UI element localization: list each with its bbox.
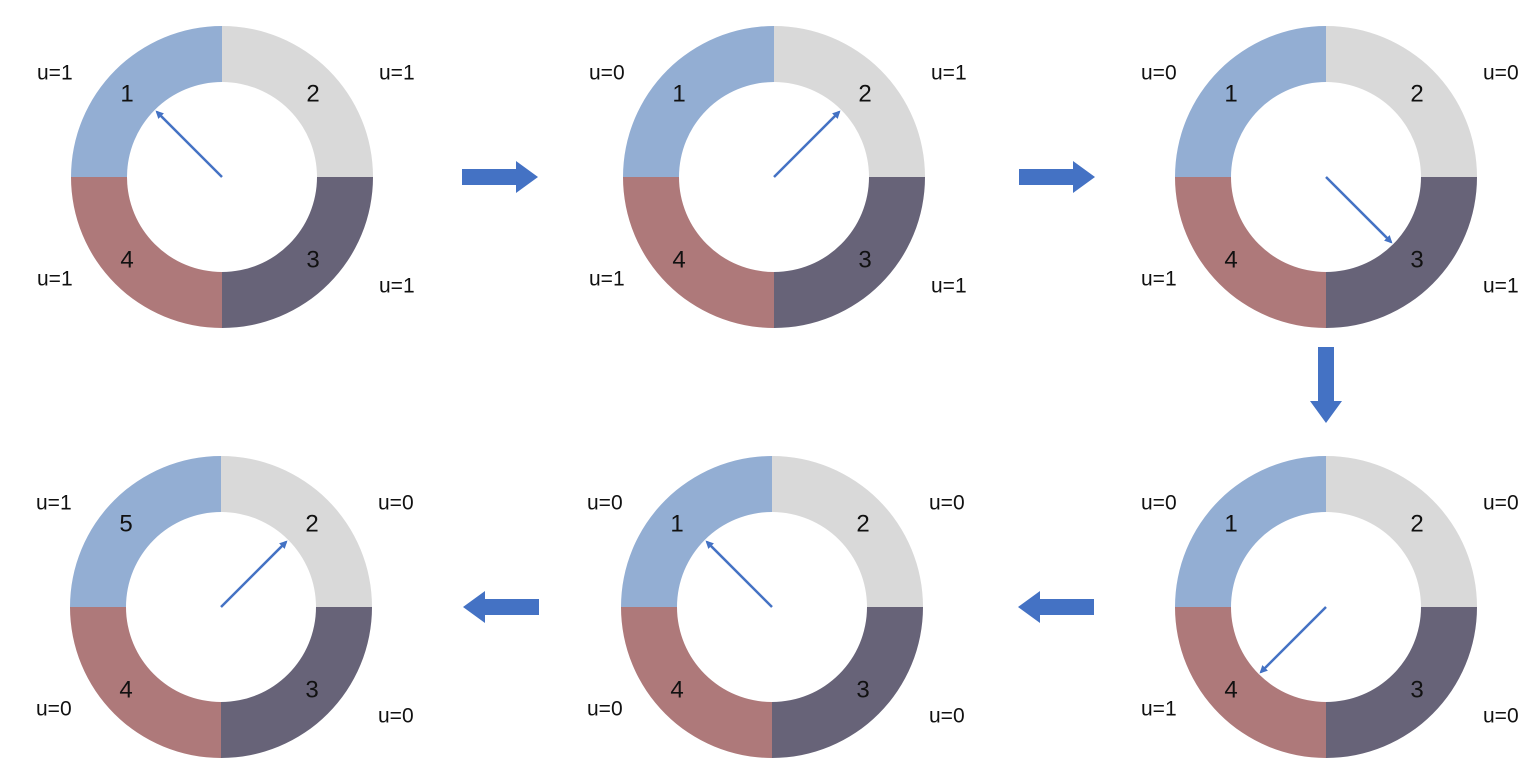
- clock-hand-pointer: [773, 110, 841, 178]
- slot-segment-3: [774, 177, 925, 328]
- slot-number-2: 2: [858, 80, 871, 107]
- use-bit-label-3: u=1: [931, 275, 967, 298]
- use-bit-label-3: u=0: [1483, 705, 1519, 728]
- slot-segment-2: [1326, 456, 1477, 607]
- clock-hand-pointer: [1325, 176, 1393, 244]
- slot-number-1: 1: [672, 80, 685, 107]
- slot-number-1: 1: [1224, 80, 1237, 107]
- slot-number-3: 3: [1410, 676, 1423, 703]
- slot-number-3: 3: [1410, 246, 1423, 273]
- use-bit-label-2: u=1: [379, 62, 415, 85]
- use-bit-label-4: u=0: [587, 698, 623, 721]
- slot-segment-2: [774, 26, 925, 177]
- slot-segment-4: [1175, 607, 1326, 758]
- slot-segment-1: [1175, 26, 1326, 177]
- slot-number-4: 4: [120, 246, 133, 273]
- slot-segment-2: [1326, 26, 1477, 177]
- clock-hand-pointer: [220, 540, 288, 608]
- slot-number-3: 3: [306, 246, 319, 273]
- slot-number-4: 4: [1224, 676, 1237, 703]
- use-bit-label-2: u=1: [931, 62, 967, 85]
- slot-number-4: 4: [1224, 246, 1237, 273]
- clock-3: 1 u=0 2 u=0 3 u=1 4 u=1: [1141, 26, 1519, 328]
- slot-segment-4: [1175, 177, 1326, 328]
- use-bit-label-2: u=0: [1483, 492, 1519, 515]
- use-bit-label-1: u=0: [1141, 62, 1177, 85]
- slot-segment-3: [221, 607, 372, 758]
- use-bit-label-4: u=0: [36, 698, 72, 721]
- use-bit-label-4: u=1: [589, 268, 625, 291]
- slot-segment-1: [70, 456, 221, 607]
- use-bit-label-3: u=1: [379, 275, 415, 298]
- clock-5: 1 u=0 2 u=0 3 u=0 4 u=0: [587, 456, 965, 758]
- use-bit-label-1: u=0: [587, 492, 623, 515]
- clock-hand-pointer: [155, 110, 223, 178]
- slot-number-2: 2: [1410, 80, 1423, 107]
- use-bit-label-1: u=1: [36, 492, 72, 515]
- flow-arrow-right: [462, 161, 538, 193]
- use-bit-label-4: u=1: [37, 268, 73, 291]
- slot-number-4: 4: [672, 246, 685, 273]
- use-bit-label-1: u=1: [37, 62, 73, 85]
- slot-segment-1: [71, 26, 222, 177]
- slot-number-1: 5: [119, 510, 132, 537]
- clock-6: 5 u=1 2 u=0 3 u=0 4 u=0: [36, 456, 414, 758]
- use-bit-label-4: u=1: [1141, 698, 1177, 721]
- slot-number-1: 1: [670, 510, 683, 537]
- slot-segment-1: [1175, 456, 1326, 607]
- slot-segment-1: [621, 456, 772, 607]
- flow-arrow-down: [1310, 347, 1342, 423]
- slot-number-4: 4: [670, 676, 683, 703]
- use-bit-label-1: u=0: [1141, 492, 1177, 515]
- flow-arrow-left: [1018, 591, 1094, 623]
- slot-number-1: 1: [1224, 510, 1237, 537]
- use-bit-label-1: u=0: [589, 62, 625, 85]
- flow-arrow-right: [1019, 161, 1095, 193]
- slot-number-3: 3: [858, 246, 871, 273]
- slot-segment-4: [70, 607, 221, 758]
- slot-segment-3: [1326, 607, 1477, 758]
- slot-number-3: 3: [856, 676, 869, 703]
- use-bit-label-2: u=0: [1483, 62, 1519, 85]
- slot-segment-4: [623, 177, 774, 328]
- clock-hand-pointer: [705, 540, 773, 608]
- slot-number-3: 3: [305, 676, 318, 703]
- slot-segment-1: [623, 26, 774, 177]
- slot-number-2: 2: [1410, 510, 1423, 537]
- slot-number-2: 2: [306, 80, 319, 107]
- use-bit-label-3: u=1: [1483, 275, 1519, 298]
- use-bit-label-2: u=0: [378, 492, 414, 515]
- flow-arrow-left: [463, 591, 539, 623]
- slot-segment-3: [222, 177, 373, 328]
- use-bit-label-3: u=0: [378, 705, 414, 728]
- slot-number-2: 2: [856, 510, 869, 537]
- use-bit-label-4: u=1: [1141, 268, 1177, 291]
- slot-segment-2: [772, 456, 923, 607]
- use-bit-label-2: u=0: [929, 492, 965, 515]
- clock-4: 1 u=0 2 u=0 3 u=0 4 u=1: [1141, 456, 1519, 758]
- slot-segment-4: [71, 177, 222, 328]
- clock-2: 1 u=0 2 u=1 3 u=1 4 u=1: [589, 26, 967, 328]
- use-bit-label-3: u=0: [929, 705, 965, 728]
- slot-number-4: 4: [119, 676, 132, 703]
- slot-segment-2: [221, 456, 372, 607]
- slot-number-2: 2: [305, 510, 318, 537]
- clock-hand-pointer: [1259, 606, 1327, 674]
- clock-1: 1 u=1 2 u=1 3 u=1 4 u=1: [37, 26, 415, 328]
- slot-segment-2: [222, 26, 373, 177]
- slot-segment-3: [772, 607, 923, 758]
- slot-segment-4: [621, 607, 772, 758]
- slot-number-1: 1: [120, 80, 133, 107]
- slot-segment-3: [1326, 177, 1477, 328]
